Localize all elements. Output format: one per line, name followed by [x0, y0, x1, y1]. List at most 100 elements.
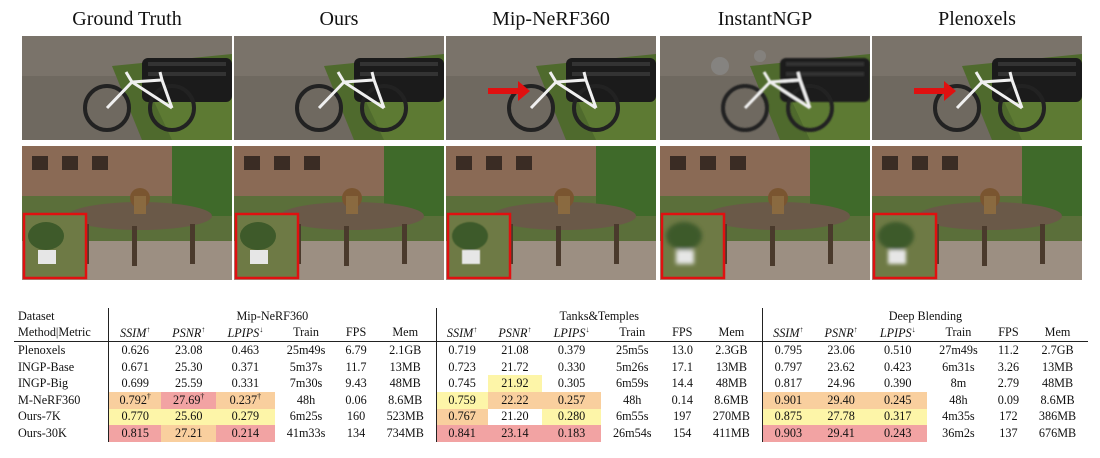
- metric-mem-header: Mem: [700, 324, 763, 343]
- table-cell: 27.69†: [161, 391, 217, 409]
- table-cell: 0.463: [231, 342, 260, 357]
- metric-header-row: Method|Metric SSIM↑ PSNR↑ LPIPS↓ Train FPS Me…: [14, 324, 1088, 343]
- table-cell: 0.875: [761, 408, 814, 426]
- table-cell: 27m49s: [939, 342, 978, 357]
- table-cell: 0.767: [435, 408, 488, 426]
- table-cell: 8.6MB: [388, 392, 423, 407]
- table-row: INGP-Big 0.699 25.59 0.331 7m30s 9.43 48MB 0.74…: [14, 375, 1088, 392]
- bicycle-photo-instantngp: [660, 36, 870, 140]
- table-cell: 23.14: [487, 425, 543, 442]
- table-cell: 0.815: [108, 425, 162, 442]
- metric-lpips-header: LPIPS↓: [542, 324, 601, 343]
- table-cell: 21.08: [501, 342, 529, 357]
- table-cell: 0.626: [108, 341, 162, 359]
- table-cell: 2.7GB: [1041, 342, 1074, 357]
- table-cell: 0.243: [868, 425, 928, 442]
- table-cell: 25.30: [175, 359, 203, 374]
- metric-fps-header: FPS: [663, 324, 701, 343]
- table-cell: 25.60: [161, 408, 217, 426]
- dataset-tanks-temples: Tanks&Temples: [435, 308, 763, 325]
- garden-photo-ours: [234, 146, 444, 280]
- method-name: INGP-Big: [18, 376, 69, 391]
- table-cell: 0.390: [884, 376, 912, 391]
- column-title-plenoxels: Plenoxels: [938, 8, 1016, 30]
- table-cell: 0.795: [761, 341, 814, 359]
- table-cell: 29.41: [813, 425, 869, 442]
- dataset-mip-nerf360: Mip-NeRF360: [108, 308, 437, 325]
- table-row: INGP-Base 0.671 25.30 0.371 5m37s 11.7 13MB 0.7…: [14, 358, 1088, 376]
- metric-fps-header: FPS: [989, 324, 1028, 343]
- table-cell: 7m30s: [289, 376, 323, 391]
- table-cell: 29.40: [813, 391, 869, 409]
- table-cell: 0.14: [671, 392, 693, 407]
- table-cell: 0.770: [108, 408, 162, 426]
- table-cell: 0.237†: [216, 391, 275, 409]
- method-metric-label: Method|Metric: [14, 324, 109, 343]
- metric-psnr-header: PSNR↑: [487, 324, 543, 343]
- table-cell: 0.792†: [108, 391, 162, 409]
- table-cell: 0.331: [231, 376, 260, 391]
- table-cell: 6.79: [345, 342, 367, 357]
- table-row: Ours-7K 0.770 25.60 0.279 6m25s 160 523MB 0.767…: [14, 408, 1088, 426]
- table-cell: 41m33s: [286, 425, 326, 440]
- table-cell: 36m2s: [942, 425, 975, 440]
- garden-photo-mip-nerf360: [446, 146, 656, 280]
- metric-psnr-header: PSNR↑: [813, 324, 869, 343]
- table-cell: 23.06: [827, 342, 855, 357]
- column-title-ground-truth: Ground Truth: [72, 8, 182, 30]
- table-cell: 48h: [296, 392, 316, 407]
- metric-lpips-header: LPIPS↓: [868, 324, 928, 343]
- table-cell: 0.371: [231, 359, 260, 374]
- metric-ssim-header: SSIM↑: [761, 324, 814, 343]
- table-cell: 0.699: [108, 375, 162, 392]
- table-cell: 48h: [623, 392, 642, 407]
- table-cell: 0.817: [761, 375, 814, 392]
- dataset-deep-blending: Deep Blending: [761, 308, 1088, 325]
- table-cell: 0.719: [435, 341, 488, 359]
- table-cell: 134: [346, 425, 366, 440]
- garden-photo-plenoxels: [872, 146, 1082, 280]
- table-cell: 2.3GB: [715, 342, 748, 357]
- table-row: Ours-30K 0.815 27.21 0.214 41m33s 134 734MB 0.8…: [14, 425, 1088, 442]
- garden-photo-instantngp: [660, 146, 870, 280]
- table-cell: 0.06: [345, 392, 367, 407]
- metric-train-header: Train: [927, 324, 990, 343]
- table-cell: 523MB: [386, 409, 424, 424]
- dataset-label: Dataset: [18, 308, 55, 323]
- metric-train-header: Train: [600, 324, 664, 343]
- table-cell: 9.43: [345, 376, 367, 391]
- table-cell: 0.745: [435, 375, 488, 392]
- table-cell: 197: [673, 409, 692, 424]
- table-cell: 734MB: [386, 425, 424, 440]
- method-name: INGP-Base: [18, 359, 75, 374]
- method-name: M-NeRF360: [18, 392, 81, 407]
- table-cell: 17.1: [671, 359, 693, 374]
- table-cell: 0.183: [542, 425, 601, 442]
- table-cell: 0.214: [216, 425, 275, 442]
- table-cell: 0.279: [216, 408, 275, 426]
- table-cell: 0.305: [557, 376, 586, 391]
- table-cell: 8.6MB: [714, 392, 749, 407]
- table-cell: 0.280: [542, 408, 601, 426]
- table-cell: 13.0: [671, 342, 693, 357]
- table-cell: 2.1GB: [389, 342, 422, 357]
- table-row: Plenoxels 0.626 23.08 0.463 25m49s 6.79 2.1GB 0…: [14, 341, 1088, 359]
- table-cell: 27.78: [813, 408, 869, 426]
- results-table: Dataset Mip-NeRF360 Tanks&Temples Deep B…: [14, 308, 1088, 442]
- table-cell: 0.723: [435, 358, 488, 376]
- metric-mem-header: Mem: [1027, 324, 1088, 343]
- table-cell: 24.96: [827, 376, 855, 391]
- dataset-header-row: Dataset Mip-NeRF360 Tanks&Temples Deep B…: [14, 308, 1088, 325]
- table-cell: 0.379: [557, 342, 586, 357]
- table-cell: 21.92: [487, 375, 543, 392]
- table-cell: 6m55s: [615, 409, 649, 424]
- metric-mem-header: Mem: [374, 324, 437, 343]
- table-cell: 48h: [949, 392, 968, 407]
- table-cell: 11.7: [345, 359, 367, 374]
- bicycle-photo-ground-truth: [22, 36, 232, 140]
- table-cell: 270MB: [712, 409, 751, 424]
- table-cell: 25m49s: [286, 342, 326, 357]
- table-cell: 5m26s: [615, 359, 649, 374]
- bicycle-photo-plenoxels: [872, 36, 1082, 140]
- table-cell: 386MB: [1038, 409, 1077, 424]
